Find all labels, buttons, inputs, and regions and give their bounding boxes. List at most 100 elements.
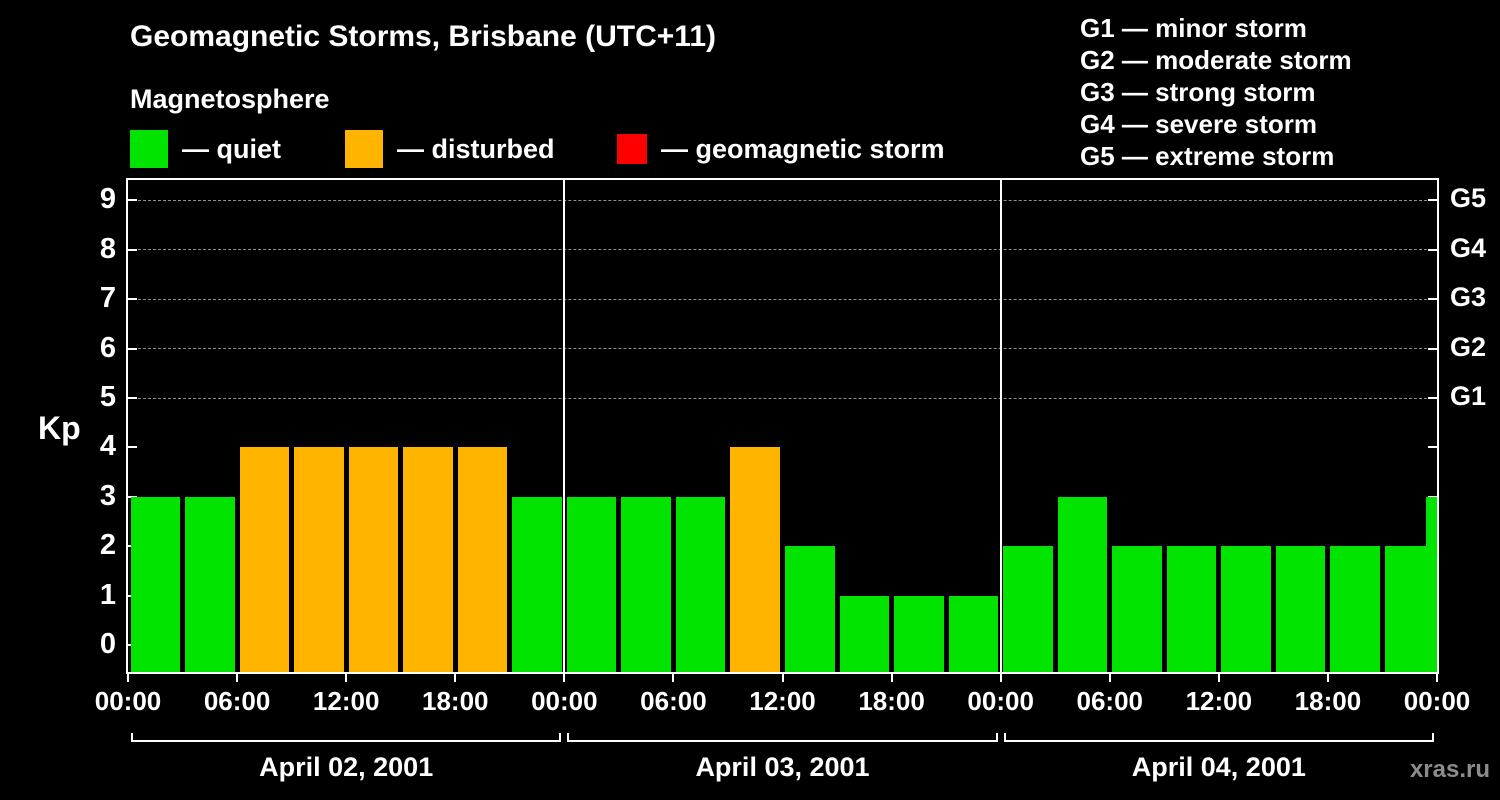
g-level-gridline <box>128 397 1437 399</box>
y-tick-label: 8 <box>99 232 116 265</box>
y-tick-left <box>128 248 137 251</box>
g-level-label: G1 <box>1450 381 1487 411</box>
kp-axis-label: Kp <box>38 410 81 446</box>
g-level-gridline <box>128 298 1437 300</box>
kp-bar <box>457 447 508 672</box>
y-tick-label: 7 <box>99 282 116 315</box>
x-tick <box>1217 674 1220 682</box>
disturbed-swatch <box>345 130 383 168</box>
x-tick <box>1326 674 1329 682</box>
g-level-gridline <box>128 199 1437 201</box>
kp-bar <box>785 546 835 672</box>
x-tick <box>781 674 784 682</box>
hour-label: 00:00 <box>531 686 598 716</box>
disturbed-label: — disturbed <box>397 133 555 164</box>
g-level-label: G4 <box>1450 232 1487 263</box>
legend-item-storm: — geomagnetic storm <box>617 128 945 170</box>
g3-legend-line: G3 — strong storm <box>1080 77 1316 107</box>
day-label: April 03, 2001 <box>695 752 870 782</box>
y-tick-right <box>1428 397 1437 399</box>
kp-bar <box>1275 546 1326 672</box>
y-tick-label: 3 <box>99 479 116 512</box>
x-tick <box>127 674 129 682</box>
hour-label: 06:00 <box>1076 686 1144 716</box>
kp-bar <box>948 595 999 672</box>
x-tick <box>563 674 566 682</box>
g5-legend-line: G5 — extreme storm <box>1080 141 1335 171</box>
storm-label: — geomagnetic storm <box>661 133 945 164</box>
x-tick <box>1108 674 1111 682</box>
y-tick-label: 9 <box>99 183 116 216</box>
day-bracket <box>131 733 562 742</box>
legend-item-quiet: — quiet <box>130 128 281 170</box>
day-bracket <box>1003 733 1434 742</box>
legend-item-disturbed: — disturbed <box>345 128 555 170</box>
x-tick <box>454 674 457 682</box>
y-tick-left <box>128 298 137 301</box>
y-tick-left <box>128 446 137 449</box>
kp-bar <box>1166 546 1217 672</box>
y-tick-right <box>1428 298 1437 301</box>
magnetosphere-label: Magnetosphere <box>130 84 330 114</box>
hour-label: 00:00 <box>94 686 162 716</box>
g-level-label: G3 <box>1450 282 1487 313</box>
kp-bar-partial <box>1426 496 1437 672</box>
kp-bar <box>1330 546 1380 672</box>
y-tick-label: 5 <box>99 381 116 413</box>
kp-bar <box>294 447 344 672</box>
hour-label: 12:00 <box>1185 686 1253 716</box>
hour-label: 12:00 <box>312 686 380 716</box>
watermark: xras.ru <box>1409 756 1490 783</box>
x-tick <box>345 674 348 682</box>
hour-label: 18:00 <box>422 686 489 716</box>
x-tick <box>672 674 675 682</box>
hour-label: 18:00 <box>1294 686 1362 716</box>
day-label: April 02, 2001 <box>259 752 434 782</box>
g-scale-legend: G1 — minor storm G2 — moderate storm G3 … <box>1080 12 1352 172</box>
g4-legend-line: G4 — severe storm <box>1080 109 1318 139</box>
kp-bar <box>185 496 235 672</box>
kp-bar <box>130 496 181 672</box>
g-level-gridline <box>128 249 1437 251</box>
kp-bar <box>348 447 399 672</box>
hour-label: 12:00 <box>749 686 816 716</box>
y-tick-left <box>128 397 137 399</box>
y-tick-label: 2 <box>99 529 116 562</box>
day-separator <box>999 180 1002 672</box>
hour-label: 00:00 <box>1403 686 1471 716</box>
kp-bar <box>403 447 453 672</box>
y-tick-label: 1 <box>99 578 116 611</box>
x-tick <box>236 674 239 682</box>
kp-bar <box>621 496 671 672</box>
kp-bar <box>1057 496 1108 672</box>
kp-bar <box>512 496 562 672</box>
g-level-label: G5 <box>1450 183 1487 214</box>
hour-label: 06:00 <box>203 686 271 716</box>
hour-label: 18:00 <box>858 686 925 716</box>
y-tick-right <box>1428 446 1437 449</box>
kp-bar <box>730 447 780 672</box>
kp-bar <box>1003 546 1053 672</box>
y-tick-left <box>128 347 137 350</box>
hour-label: 00:00 <box>967 686 1034 716</box>
g-level-label: G2 <box>1450 331 1487 362</box>
g1-legend-line: G1 — minor storm <box>1080 13 1307 43</box>
y-tick-right <box>1428 199 1437 202</box>
x-tick <box>999 674 1002 682</box>
day-separator <box>563 180 566 672</box>
kp-bar <box>1112 546 1162 672</box>
y-tick-label: 6 <box>99 331 116 364</box>
kp-bar <box>675 496 726 672</box>
kp-bar <box>839 595 890 672</box>
y-tick-left <box>128 199 137 202</box>
y-tick-right <box>1428 248 1437 251</box>
chart-title: Geomagnetic Storms, Brisbane (UTC+11) <box>130 20 716 53</box>
x-tick <box>1436 674 1438 682</box>
plot-frame <box>126 178 1439 674</box>
y-tick-label: 4 <box>99 430 116 463</box>
quiet-label: — quiet <box>182 133 281 164</box>
x-tick <box>890 674 893 682</box>
y-tick-label: 0 <box>99 628 116 660</box>
day-bracket <box>567 733 998 742</box>
